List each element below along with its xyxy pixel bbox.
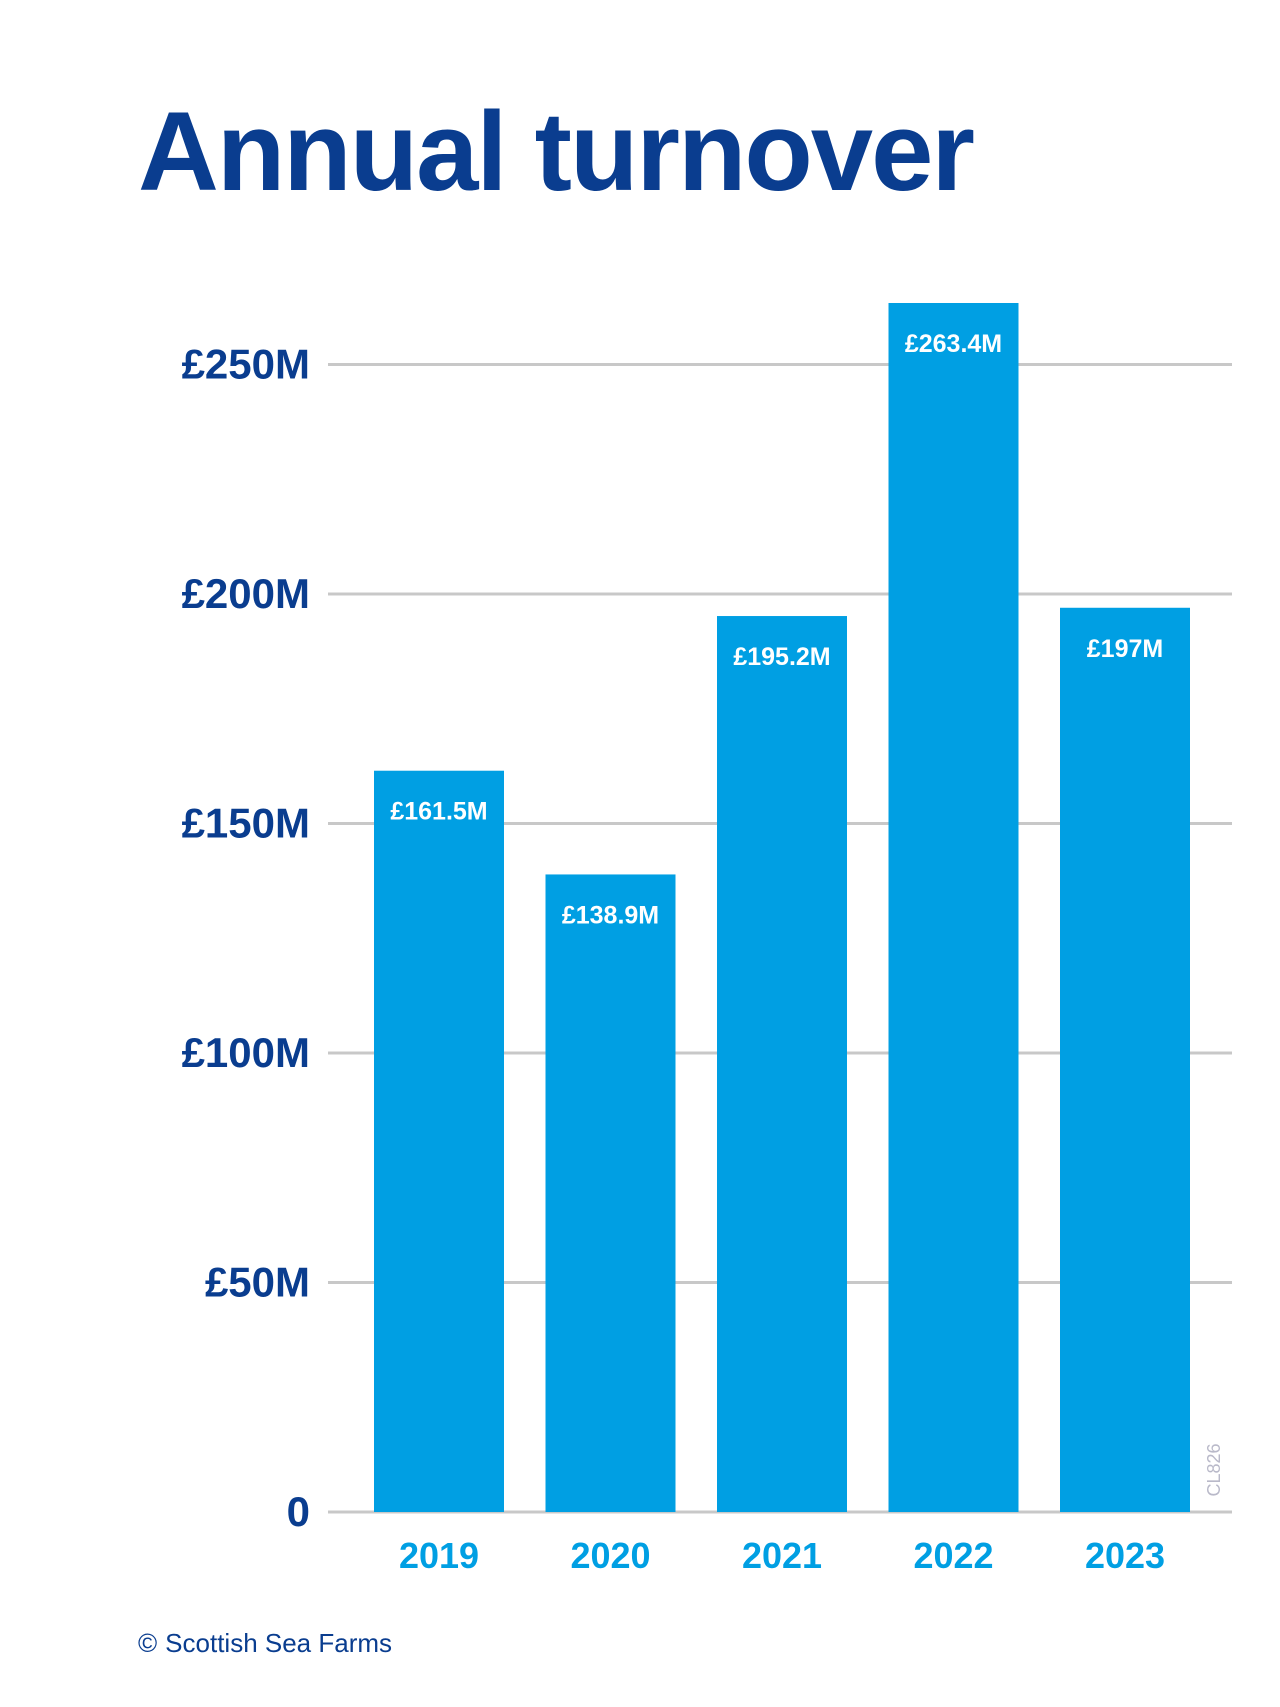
- y-axis-tick-labels: 0 £50M £100M £150M £200M £250M: [182, 341, 310, 1536]
- y-tick-label: 0: [287, 1488, 310, 1535]
- bar-value-label: £161.5M: [390, 798, 487, 826]
- x-tick-label: 2020: [570, 1535, 650, 1576]
- chart-title: Annual turnover: [138, 89, 975, 214]
- bar-2019: [374, 770, 504, 1512]
- x-tick-label: 2021: [742, 1535, 822, 1576]
- y-tick-label: £250M: [182, 341, 310, 388]
- copyright-footer: © Scottish Sea Farms: [138, 1628, 392, 1659]
- bar-value-label: £138.9M: [562, 901, 659, 929]
- bar-2021: [717, 616, 847, 1512]
- y-tick-label: £100M: [182, 1029, 310, 1076]
- bar-value-label: £195.2M: [733, 643, 830, 671]
- y-tick-label: £150M: [182, 800, 310, 847]
- bar-2023: [1060, 607, 1190, 1512]
- y-tick-label: £200M: [182, 570, 310, 617]
- bar-2022: [888, 302, 1019, 1512]
- bars: [374, 302, 1190, 1512]
- bar-value-label: £263.4M: [905, 330, 1002, 358]
- bar-2020: [545, 874, 676, 1512]
- x-tick-label: 2019: [399, 1535, 479, 1576]
- y-tick-label: £50M: [205, 1259, 310, 1306]
- x-tick-label: 2022: [913, 1535, 993, 1576]
- x-axis-tick-labels: 2019 2020 2021 2022 2023: [399, 1535, 1165, 1576]
- bar-value-label: £197M: [1087, 635, 1163, 663]
- watermark-code: CL826: [1204, 1443, 1224, 1496]
- copyright-owner: Scottish Sea Farms: [165, 1628, 393, 1658]
- x-tick-label: 2023: [1085, 1535, 1165, 1576]
- bar-value-labels: £161.5M £138.9M £195.2M £263.4M £197M: [390, 330, 1163, 929]
- copyright-symbol: ©: [138, 1628, 158, 1658]
